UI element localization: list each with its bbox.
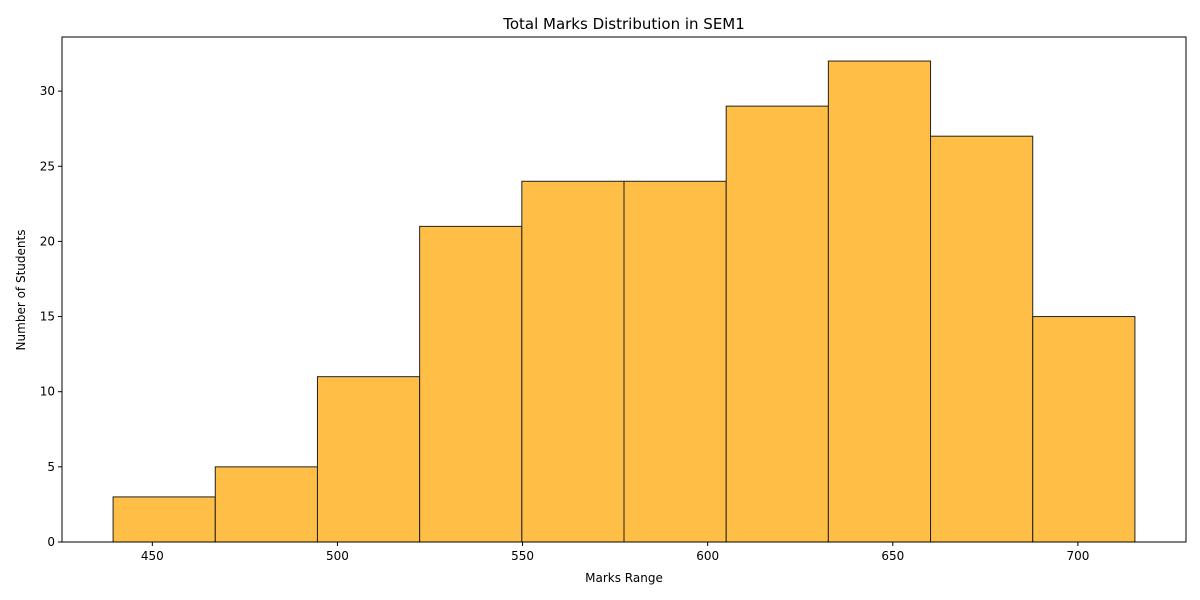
histogram-bar <box>419 225 523 543</box>
y-axis-label: Number of Students <box>14 230 28 351</box>
x-tick-label: 650 <box>881 549 904 563</box>
chart-title: Total Marks Distribution in SEM1 <box>502 15 745 33</box>
y-tick-label: 0 <box>47 535 55 549</box>
histogram-bar <box>214 466 318 543</box>
x-tick-label: 450 <box>141 549 164 563</box>
histogram-bar <box>930 135 1034 543</box>
x-tick-label: 600 <box>696 549 719 563</box>
y-tick-label: 10 <box>40 385 55 399</box>
y-tick-label: 20 <box>40 234 55 248</box>
ticks-layer: 450 500 550 600 650 700 0 5 10 15 20 25 30 <box>40 84 1090 563</box>
bars-layer <box>112 60 1136 543</box>
histogram-bar <box>725 105 829 543</box>
y-tick-label: 5 <box>47 460 55 474</box>
histogram-bar <box>1032 316 1136 543</box>
x-tick-label: 550 <box>511 549 534 563</box>
histogram-bar <box>827 60 932 543</box>
histogram-bar <box>521 180 625 543</box>
histogram-bar <box>623 180 727 543</box>
histogram-bar <box>316 376 421 543</box>
x-tick-label: 700 <box>1066 549 1089 563</box>
histogram-bar <box>112 496 216 543</box>
y-tick-label: 15 <box>40 310 55 324</box>
y-tick-label: 30 <box>40 84 55 98</box>
x-tick-label: 500 <box>326 549 349 563</box>
plot-frame <box>61 36 1187 543</box>
x-axis-label: Marks Range <box>585 571 663 585</box>
y-tick-label: 25 <box>40 159 55 173</box>
